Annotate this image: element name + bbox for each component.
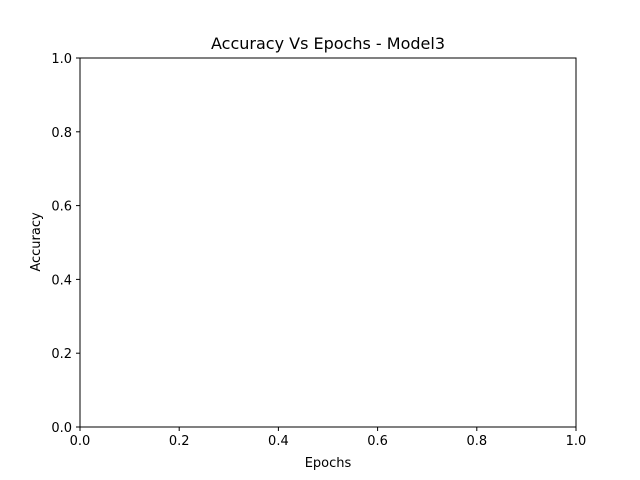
y-tick-label: 0.4 [51,273,72,288]
y-tick-label: 0.8 [51,126,72,141]
x-tick-label: 0.2 [169,434,190,449]
x-tick-label: 0.6 [367,434,388,449]
plot-frame [79,57,577,428]
y-tick-label: 0.2 [51,347,72,362]
y-axis-ticks: 0.0 0.2 0.4 0.6 0.8 1.0 [51,52,80,436]
y-axis-label: Accuracy [29,212,44,272]
x-axis-ticks: 0.0 0.2 0.4 0.6 0.8 1.0 [70,427,587,449]
y-tick-label: 0.0 [51,421,72,436]
x-tick-label: 0.4 [268,434,289,449]
plot-area [80,58,576,427]
x-tick-label: 0.0 [70,434,91,449]
chart-title: Accuracy Vs Epochs - Model3 [211,34,445,53]
x-tick-label: 0.8 [466,434,487,449]
x-tick-label: 1.0 [566,434,587,449]
y-tick-label: 0.6 [51,200,72,215]
y-tick-label: 1.0 [51,52,72,67]
x-axis-label: Epochs [305,456,352,471]
